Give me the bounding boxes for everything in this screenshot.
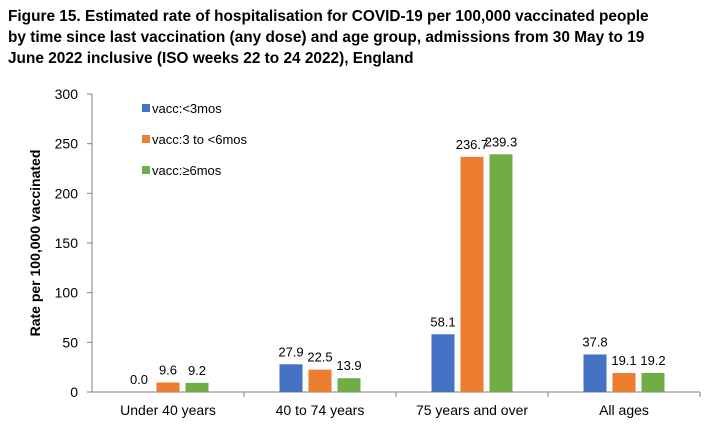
y-tick-label: 200 — [55, 185, 79, 201]
data-label: 9.6 — [159, 362, 177, 377]
y-tick-label: 50 — [62, 334, 78, 350]
chart-title-line-2: by time since last vaccination (any dose… — [8, 29, 645, 46]
legend-label: vacc:3 to <6mos — [152, 132, 248, 147]
y-tick-label: 250 — [55, 136, 79, 152]
legend-swatch — [142, 135, 150, 143]
chart-bars — [156, 154, 665, 392]
data-label: 22.5 — [307, 350, 332, 365]
x-tick-label: All ages — [599, 402, 649, 418]
data-label: 9.2 — [188, 363, 206, 378]
data-label: 239.3 — [485, 134, 518, 149]
chart-title: Figure 15. Estimated rate of hospitalisa… — [8, 6, 716, 69]
bar — [612, 373, 636, 392]
y-tick-label: 0 — [70, 384, 78, 400]
x-tick-label: Under 40 years — [120, 402, 216, 418]
data-label: 19.2 — [640, 353, 665, 368]
bar — [641, 372, 665, 392]
data-label: 0.0 — [130, 372, 148, 387]
legend-swatch — [142, 166, 150, 174]
bar — [583, 354, 607, 392]
x-tick-label: 75 years and over — [416, 402, 528, 418]
data-label: 19.1 — [611, 353, 636, 368]
bar — [185, 382, 209, 392]
data-label: 236.7 — [456, 137, 489, 152]
bar — [337, 378, 361, 392]
chart-title-line-1: Figure 15. Estimated rate of hospitalisa… — [8, 8, 649, 25]
bar — [308, 369, 332, 392]
y-tick-label: 300 — [55, 86, 79, 102]
y-tick-label: 150 — [55, 235, 79, 251]
bar — [279, 364, 303, 392]
y-axis-title: Rate per 100,000 vaccinated — [27, 150, 43, 337]
data-label: 13.9 — [336, 358, 361, 373]
data-label: 27.9 — [278, 344, 303, 359]
bar — [460, 156, 484, 392]
data-label: 37.8 — [582, 334, 607, 349]
legend-label: vacc:<3mos — [152, 101, 222, 116]
bar — [431, 334, 455, 392]
bar — [156, 382, 180, 392]
y-tick-label: 100 — [55, 285, 79, 301]
legend-label: vacc:≥6mos — [152, 163, 222, 178]
chart-axes: 0 50 100 150 200 250 300 Rate per 100,000 vacci… — [27, 86, 701, 418]
legend-swatch — [142, 104, 150, 112]
data-label: 58.1 — [430, 314, 455, 329]
chart-title-line-3: June 2022 inclusive (ISO weeks 22 to 24 … — [8, 50, 414, 67]
bar — [489, 154, 513, 392]
chart-legend: vacc:<3mos vacc:3 to <6mos vacc:≥6mos — [142, 101, 248, 178]
x-tick-label: 40 to 74 years — [276, 402, 365, 418]
